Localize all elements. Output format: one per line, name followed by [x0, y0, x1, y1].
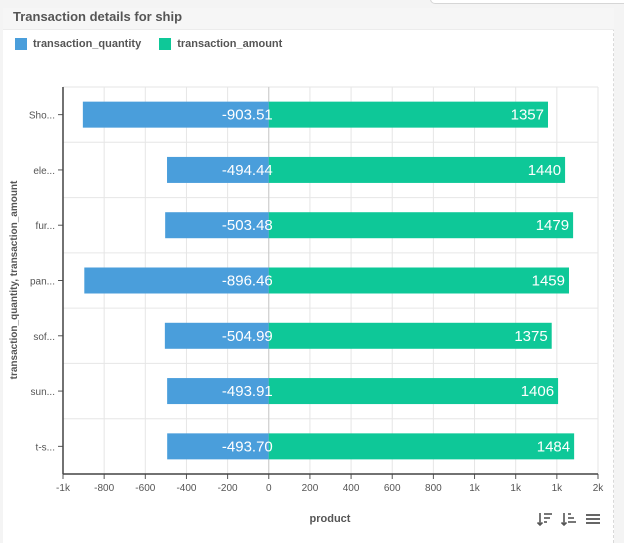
x-tick-label: 400 [343, 483, 360, 494]
bar-value-label: 1484 [537, 438, 570, 455]
bar-transaction-quantity [164, 322, 269, 349]
x-tick-label: 800 [425, 483, 442, 494]
x-tick-label: -600 [135, 483, 155, 494]
bar-value-label: 1406 [521, 383, 554, 400]
x-tick-label: 2k [593, 483, 605, 494]
bar-transaction-quantity [167, 433, 269, 460]
panel-title: Transaction details for ship [13, 9, 183, 24]
bar-transaction-quantity [82, 101, 269, 128]
legend-swatch-transaction-amount [159, 38, 172, 50]
bar-transaction-amount [268, 378, 559, 405]
x-tick-label: 0 [266, 483, 272, 494]
window-top-edge [0, 0, 624, 8]
menu-icon[interactable] [584, 510, 602, 528]
bar-transaction-amount [268, 322, 552, 349]
sort-descending-icon[interactable] [536, 510, 554, 528]
panel-header: Transaction details for ship [3, 8, 614, 30]
bar-value-label: -493.70 [222, 438, 273, 455]
bar-transaction-quantity [84, 267, 269, 294]
x-tick-label: -800 [94, 483, 114, 494]
legend-label-transaction-amount: transaction_amount [177, 38, 283, 50]
bar-value-label: -493.91 [222, 383, 273, 400]
bar-value-label: -903.51 [222, 107, 273, 124]
bar-value-label: -896.46 [222, 273, 273, 290]
y-tick-label: t-s... [36, 442, 55, 453]
bar-transaction-amount [268, 101, 548, 128]
bar-transaction-quantity [167, 378, 269, 405]
y-axis-title: transaction_quantity, transaction_amount [9, 180, 20, 379]
bar-value-label: 1440 [528, 162, 561, 179]
legend-label-transaction-quantity: transaction_quantity [33, 38, 142, 50]
bar-value-label: -494.44 [222, 162, 273, 179]
top-tab-fragment [430, 0, 624, 4]
y-tick-label: sun... [31, 387, 55, 398]
x-tick-label: -200 [218, 483, 238, 494]
x-axis-title: product [310, 513, 351, 525]
bar-transaction-amount [268, 433, 575, 460]
axis-layer: -1k -800 -600 -400 -200 0 200 400 600 800 1k 1k 1k 2k… [29, 87, 604, 494]
bar-transaction-quantity [165, 212, 269, 239]
bar-transaction-amount [268, 267, 569, 294]
bar-value-label: 1479 [536, 217, 569, 234]
legend-item-transaction-quantity[interactable]: transaction_quantity [15, 38, 141, 50]
y-tick-label: Sho... [29, 111, 55, 122]
x-tick-label: 1k [552, 483, 564, 494]
bar-transaction-amount [268, 156, 566, 183]
legend-item-transaction-amount[interactable]: transaction_amount [159, 38, 282, 50]
chart-legend: transaction_quantity transaction_amount [15, 37, 300, 51]
x-tick-label: 600 [384, 483, 401, 494]
bar-layer [82, 101, 575, 460]
sort-ascending-icon[interactable] [560, 510, 578, 528]
x-tick-label: -1k [56, 483, 71, 494]
legend-swatch-transaction-quantity [15, 38, 27, 50]
bar-transaction-amount [268, 212, 574, 239]
label-layer: -903.51 1357 -494.44 1440 -503.48 1479 -896.46… [222, 107, 570, 456]
x-tick-label: 1k [510, 483, 522, 494]
chart-toolbar [536, 510, 608, 528]
y-tick-label: pan... [30, 277, 55, 288]
bar-value-label: 1357 [511, 107, 544, 124]
bar-value-label: -503.48 [222, 217, 273, 234]
y-tick-label: fur... [36, 221, 55, 232]
x-tick-label: 200 [302, 483, 319, 494]
y-tick-label: ele... [33, 166, 55, 177]
bar-value-label: 1459 [532, 273, 565, 290]
y-tick-label: sof... [33, 332, 55, 343]
bar-transaction-quantity [167, 156, 269, 183]
x-tick-label: -400 [176, 483, 196, 494]
bar-value-label: 1375 [514, 328, 547, 345]
bar-value-label: -504.99 [222, 328, 273, 345]
x-tick-label: 1k [469, 483, 481, 494]
